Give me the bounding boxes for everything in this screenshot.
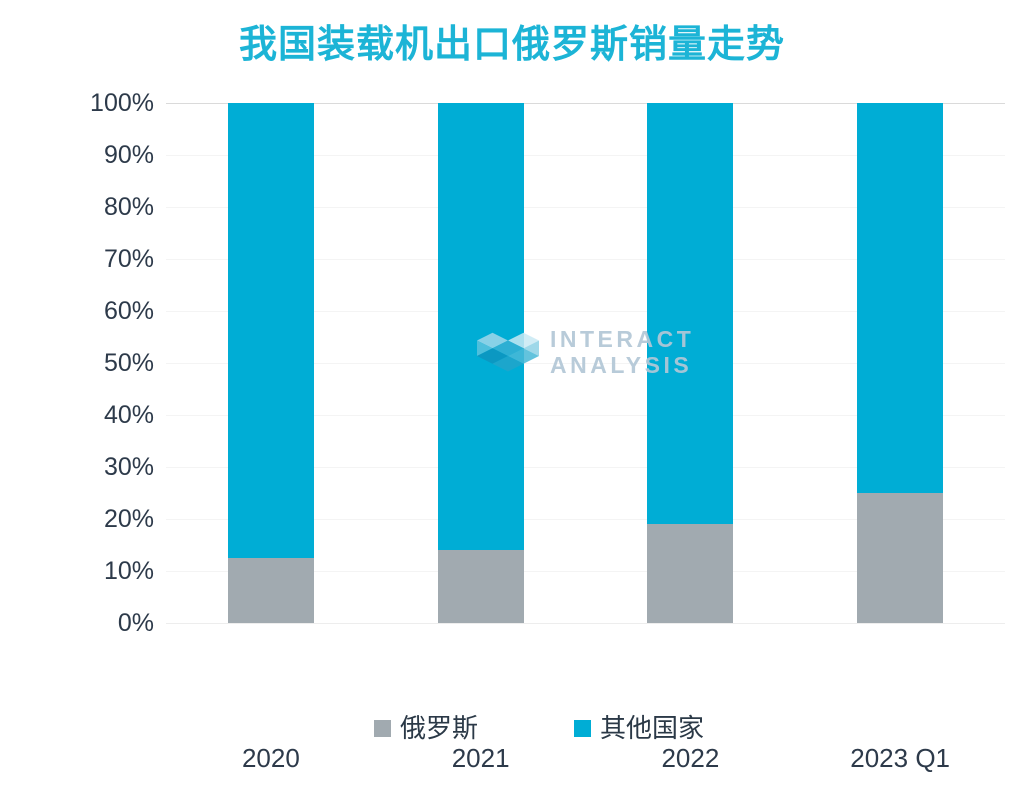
gridline — [166, 466, 1005, 468]
gridline — [166, 154, 1005, 156]
bar-2023-q1 — [857, 103, 944, 623]
y-axis-tick-label: 70% — [103, 245, 154, 273]
legend-swatch-other-countries — [574, 719, 592, 737]
bar-segment-other-countries — [437, 103, 524, 551]
bar-segment-other-countries — [857, 103, 944, 493]
y-axis-tick-label: 30% — [103, 453, 154, 481]
bar-segment-russia — [647, 524, 734, 623]
bar-segment-russia — [227, 558, 314, 623]
y-axis-tick-label: 50% — [103, 349, 154, 377]
gridline — [166, 570, 1005, 572]
bar-segment-other-countries — [647, 103, 734, 525]
legend-item-other-countries: 其他国家 — [574, 714, 704, 742]
legend-swatch-russia — [374, 719, 391, 737]
chart-title: 我国装载机出口俄罗斯销量走势 — [238, 24, 785, 66]
bar-segment-russia — [437, 550, 524, 623]
gridline — [166, 102, 1005, 104]
x-axis-label: 2020 — [241, 743, 300, 773]
gridline — [166, 362, 1005, 364]
plot-area: 0% 10% 20% 30% 40% 50% 60% 70% 80% 90% 100% 2020 202… — [90, 91, 1005, 773]
x-axis-label: 2023 Q1 — [850, 743, 950, 773]
y-axis-tick-label: 90% — [103, 141, 154, 169]
bar-2020 — [227, 103, 314, 623]
gridline — [166, 258, 1005, 260]
gridline — [166, 310, 1005, 312]
x-axis-label: 2022 — [661, 743, 720, 773]
y-axis-tick-label: 80% — [103, 193, 154, 221]
gridline — [166, 206, 1005, 208]
y-axis-tick-label: 20% — [103, 505, 154, 533]
y-axis-tick-label: 0% — [117, 609, 154, 637]
legend-label-other-countries: 其他国家 — [600, 713, 705, 743]
legend-label-russia: 俄罗斯 — [400, 713, 479, 743]
gridline — [166, 622, 1005, 624]
bar-segment-other-countries — [227, 103, 314, 558]
chart-legend: 俄罗斯 其他国家 — [374, 714, 704, 742]
gridline — [166, 414, 1005, 416]
y-axis-tick-label: 60% — [103, 297, 154, 325]
y-axis-tick-label: 100% — [90, 89, 154, 117]
x-axis-label: 2021 — [451, 743, 510, 773]
y-axis-tick-label: 40% — [103, 401, 154, 429]
bar-2022 — [647, 103, 734, 623]
legend-item-russia: 俄罗斯 — [374, 714, 478, 742]
bar-segment-russia — [857, 493, 944, 623]
y-axis-tick-label: 10% — [103, 557, 154, 585]
bar-2021 — [437, 103, 524, 623]
gridline — [166, 518, 1005, 520]
